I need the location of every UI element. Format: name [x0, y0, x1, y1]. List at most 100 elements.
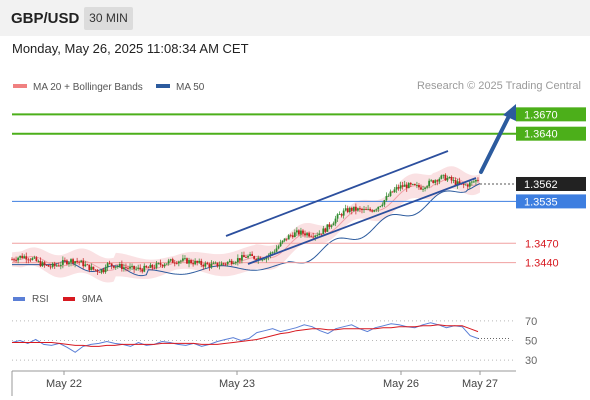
candle-body	[326, 224, 329, 232]
candle-body	[116, 266, 119, 268]
candle-body	[336, 214, 339, 219]
level-label-1: 1.3640	[524, 129, 558, 141]
candle-body	[241, 255, 243, 261]
candle-body	[328, 224, 331, 227]
credit-text: Research © 2025 Trading Central	[416, 80, 581, 92]
candle-body	[458, 181, 461, 184]
candle-body	[102, 269, 105, 273]
candle-body	[31, 258, 34, 260]
rsi-tick-1: 50	[525, 336, 537, 348]
candle-body	[375, 209, 378, 211]
candle-body	[76, 261, 79, 263]
candle-body	[29, 259, 32, 261]
candle-body	[84, 264, 87, 267]
candle-body	[448, 176, 451, 179]
candle-body	[108, 263, 111, 265]
candle-body	[352, 206, 355, 211]
candle-body	[371, 210, 374, 212]
candle-body	[338, 214, 341, 215]
candle-body	[66, 260, 68, 265]
candle-body	[361, 208, 363, 211]
candle-body	[230, 260, 233, 264]
candle-body	[55, 265, 58, 267]
candle-body	[61, 260, 64, 265]
candle-body	[302, 230, 304, 234]
candle-body	[440, 175, 443, 179]
candle-body	[422, 188, 424, 190]
candle-body	[291, 235, 294, 238]
candle-body	[198, 260, 201, 263]
candle-body	[466, 184, 469, 187]
candle-body	[318, 233, 321, 236]
candle-body	[190, 260, 192, 264]
candle-body	[216, 262, 219, 267]
candle-body	[45, 264, 48, 266]
candle-body	[192, 263, 194, 265]
candle-body	[153, 267, 156, 269]
candle-body	[236, 258, 239, 263]
candle-body	[314, 235, 317, 238]
candle-body	[214, 262, 217, 264]
candle-body	[430, 180, 433, 182]
candle-body	[334, 218, 337, 224]
candle-body	[57, 265, 60, 267]
candle-body	[298, 230, 300, 235]
candle-body	[381, 204, 384, 207]
candle-body	[165, 263, 168, 265]
candle-body	[25, 256, 28, 260]
candle-body	[401, 185, 404, 187]
candle-body	[413, 183, 416, 186]
candle-body	[389, 191, 392, 196]
candle-body	[212, 262, 215, 264]
candle-body	[210, 263, 213, 268]
candle-body	[49, 266, 52, 268]
candle-body	[133, 265, 135, 270]
candle-body	[159, 263, 162, 265]
candle-body	[147, 267, 150, 269]
candle-body	[418, 185, 420, 188]
candle-body	[82, 260, 85, 267]
x-tick-label-3: May 27	[462, 378, 498, 390]
candle-body	[403, 184, 406, 187]
candle-body	[51, 263, 54, 267]
candle-body	[123, 267, 125, 270]
candle-body	[222, 263, 225, 265]
candle-body	[310, 236, 313, 238]
candle-body	[106, 263, 109, 268]
candle-body	[43, 262, 46, 265]
candle-body	[287, 235, 290, 240]
candle-body	[149, 264, 152, 268]
candle-body	[194, 261, 197, 265]
candle-body	[385, 196, 388, 201]
candle-body	[173, 262, 176, 264]
candle-body	[426, 186, 428, 188]
candle-body	[428, 180, 431, 187]
candle-body	[98, 271, 101, 273]
rsi-legend-label-1: 9MA	[82, 294, 103, 305]
candle-body	[285, 238, 288, 240]
timeframe-button[interactable]: 30 MIN	[84, 7, 133, 30]
candle-body	[442, 174, 445, 176]
candle-body	[74, 261, 76, 264]
candle-body	[41, 262, 44, 267]
candle-body	[436, 180, 439, 182]
level-tag-0	[516, 107, 586, 122]
rsi-legend-swatch-1	[63, 297, 75, 301]
candle-body	[367, 208, 369, 210]
candle-body	[468, 182, 471, 187]
candle-body	[411, 183, 414, 185]
candle-body	[127, 267, 129, 269]
candle-body	[21, 255, 24, 259]
candle-body	[151, 264, 154, 268]
x-tick-label-0: May 22	[46, 378, 82, 390]
candle-body	[387, 195, 390, 197]
candle-body	[129, 266, 131, 269]
level-label-3: 1.3470	[525, 238, 559, 250]
candle-body	[161, 264, 164, 267]
candle-body	[80, 260, 83, 263]
candle-body	[11, 259, 13, 261]
level-label-0: 1.3670	[524, 109, 558, 121]
candle-body	[27, 259, 30, 261]
candle-body	[188, 260, 190, 264]
candle-body	[383, 200, 386, 205]
